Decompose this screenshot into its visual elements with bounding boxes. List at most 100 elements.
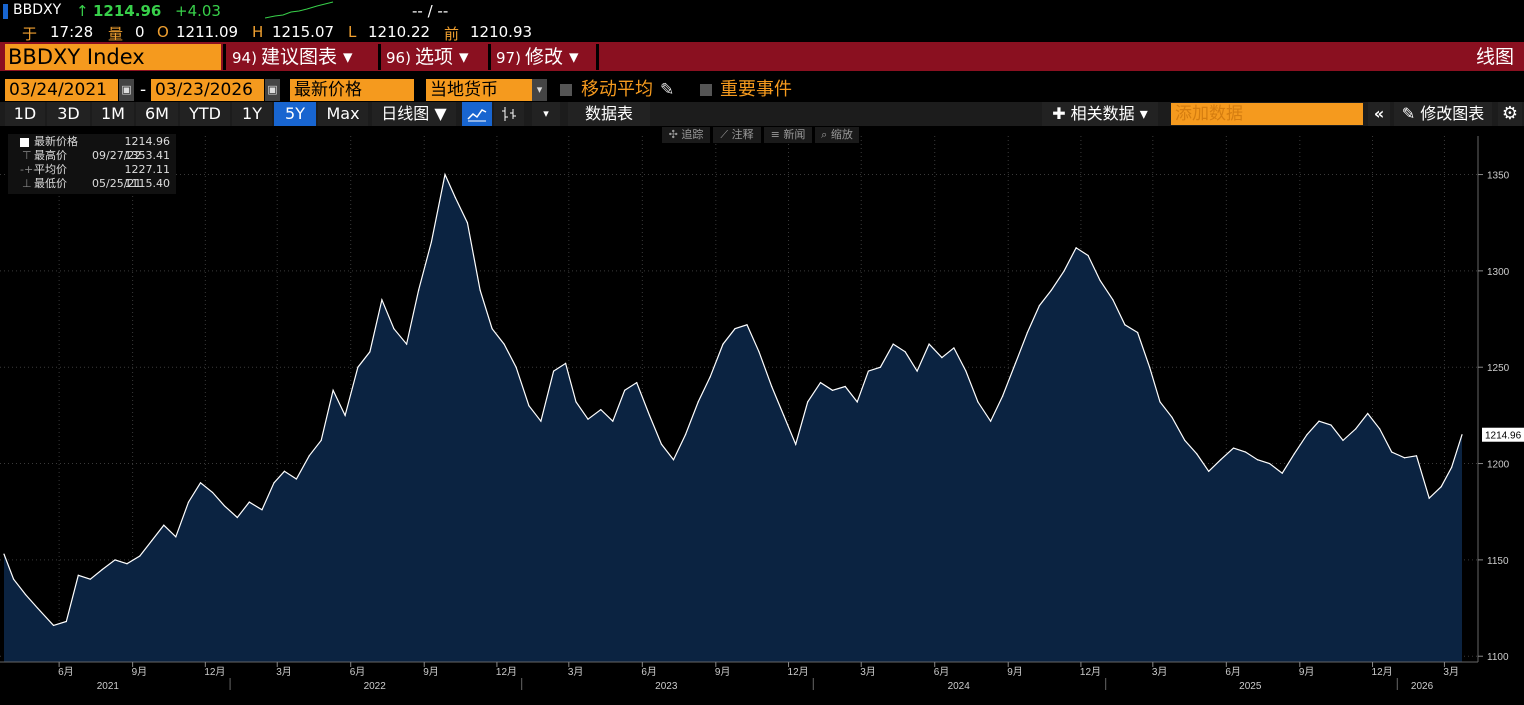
range-max[interactable]: Max [318,102,368,126]
data-point [344,414,346,416]
data-point [709,376,711,378]
currency-select[interactable]: 当地货币 [426,79,532,101]
range-1m[interactable]: 1M [92,102,134,126]
last-price: 1214.96 [93,2,162,20]
moving-average-checkbox[interactable] [560,84,572,96]
events-checkbox[interactable] [700,84,712,96]
pencil-icon[interactable]: ✎ [660,80,675,100]
legend-row-low: ⊥ 最低价 05/25/21 1115.40 [8,177,176,191]
data-point [807,401,809,403]
collapse-button[interactable]: « [1368,102,1390,126]
volume-label: 量 [108,25,124,43]
data-point [77,574,79,576]
range-ytd[interactable]: YTD [180,102,230,126]
data-point [1306,434,1308,436]
open-price: 1211.09 [176,23,239,41]
data-point [466,222,468,224]
data-point [199,482,202,484]
start-date-input[interactable]: 03/24/2021 [5,79,118,101]
data-point [844,385,846,388]
date-controls: 03/24/2021 ▣ - 03/23/2026 ▣ 最新价格 当地货币 ▾ … [0,78,1524,102]
up-arrow-icon: ↑ [76,2,89,20]
menu-label: 修改 ▾ [524,46,579,68]
data-point [515,366,517,368]
gear-icon[interactable]: ⚙ [1498,102,1522,126]
data-point [734,328,736,330]
dropdown-arrow-icon[interactable]: ▾ [532,79,547,101]
data-point [308,455,310,457]
ticker-symbol: BBDXY [13,2,62,18]
range-1y[interactable]: 1Y [232,102,272,126]
options-menu[interactable]: 96) 选项 ▾ [382,44,486,70]
data-point [1451,466,1453,468]
y-axis: 1100 1150 1200 1250 1300 1350 [1478,171,1510,663]
menu-number: 96) [386,49,411,67]
function-header: BBDXY Index 94) 建议图表 ▾ 96) 选项 ▾ 97) 修改 ▾ 线图 [0,42,1524,71]
trace-tool[interactable]: ✣ 追踪 [662,127,710,143]
calendar-icon[interactable]: ▣ [119,79,134,101]
suggested-charts-menu[interactable]: 94) 建议图表 ▾ [228,44,376,70]
x-year-label: 2025 [1239,681,1262,692]
add-data-input[interactable]: 添加数据 [1171,103,1363,125]
high-marker-icon: ⊤ [22,149,32,162]
data-point [1171,416,1173,418]
data-point [503,343,505,345]
calendar-icon[interactable]: ▣ [265,79,280,101]
annotate-tool[interactable]: ⟋ 注释 [713,127,761,143]
data-point [1184,439,1186,442]
data-point [612,420,614,422]
moving-average-label[interactable]: 移动平均 [581,79,653,100]
data-point [892,343,894,345]
data-point [1050,289,1052,291]
price-chart[interactable]: 1100 1150 1200 1250 1300 1350 3月 6月 9月 12月 3月 6月 9月… [0,126,1524,705]
data-point [418,289,420,291]
x-tick-label: 3月 [276,666,292,678]
data-point [479,289,481,291]
edit-menu[interactable]: 97) 修改 ▾ [492,44,594,70]
data-point [575,401,577,403]
average-marker-icon: -+- [20,163,38,176]
range-3d[interactable]: 3D [47,102,90,126]
security-marker [3,4,8,19]
period-select[interactable]: 日线图 ▼ [372,102,456,126]
data-point [1281,472,1283,474]
events-label[interactable]: 重要事件 [720,79,792,100]
range-6m[interactable]: 6M [136,102,178,126]
data-point [1159,401,1161,403]
bar-chart-icon[interactable] [494,102,524,126]
x-tick-label: 9月 [1299,666,1315,678]
line-chart-icon[interactable] [462,102,492,126]
datatable-button[interactable]: 数据表 [568,102,650,126]
price-area [4,174,1462,662]
x-year-label: 2024 [948,681,971,692]
chart-type-dropdown-icon[interactable]: ▾ [532,102,560,126]
edit-chart-label: 修改图表 [1420,104,1485,123]
data-point [660,443,663,445]
range-5y[interactable]: 5Y [274,102,316,126]
data-point [1391,451,1393,453]
data-point [1244,451,1247,453]
edit-chart-button[interactable]: ✎ 修改图表 [1394,102,1492,126]
data-point [1318,420,1320,422]
security-input[interactable]: BBDXY Index [5,44,221,70]
menu-number: 97) [496,49,521,67]
news-tool[interactable]: ≡ 新闻 [764,127,812,143]
data-point [1220,459,1222,461]
data-point [587,418,589,420]
end-date-input[interactable]: 03/23/2026 [151,79,264,101]
data-point [879,366,881,368]
range-1d[interactable]: 1D [5,102,45,126]
x-tick-label: 6月 [1225,666,1241,678]
price-field-select[interactable]: 最新价格 [290,79,414,101]
x-tick-label: 9月 [1007,666,1023,678]
last-price-tag: 1214.96 [1482,427,1524,442]
legend-value: 1115.40 [124,177,171,190]
x-tick-label: 12月 [1372,666,1393,678]
data-point [430,241,433,243]
data-point [831,389,834,391]
zoom-tool[interactable]: ⌕ 缩放 [815,127,859,143]
related-data-button[interactable]: ✚ 相关数据 ▾ [1042,102,1158,126]
menu-number: 94) [232,49,257,67]
data-point [928,343,930,345]
data-point [1428,497,1430,499]
